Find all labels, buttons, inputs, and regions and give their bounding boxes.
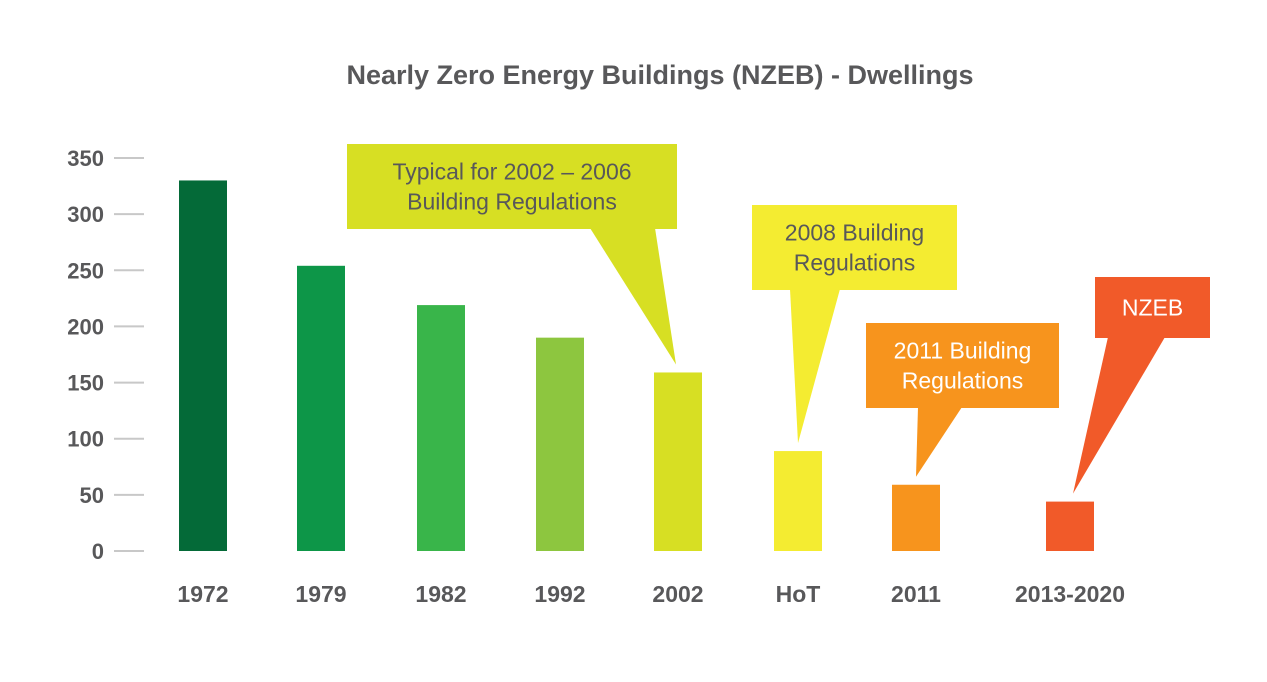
callout-2013-2020: NZEB	[1073, 277, 1210, 494]
chart-title: Nearly Zero Energy Buildings (NZEB) - Dw…	[346, 60, 973, 90]
bar-1979	[297, 265, 345, 551]
callouts: Typical for 2002 – 2006 Building Regulati…	[347, 144, 1210, 494]
callout-text: Regulations	[794, 250, 915, 276]
callout-text: 2011 Building	[894, 338, 1032, 364]
bar-2011	[892, 484, 940, 551]
y-tick-label: 0	[92, 539, 104, 564]
y-tick-label: 250	[67, 258, 104, 283]
x-axis: 1972 1979 1982 1992 2002 HoT 2011 2013-2020	[177, 581, 1125, 607]
bar-1972	[179, 180, 227, 551]
x-tick-label: 1992	[534, 581, 585, 607]
x-tick-label: 1979	[295, 581, 346, 607]
callout-2011: 2011 Building Regulations	[866, 323, 1059, 477]
y-tick-label: 50	[80, 483, 104, 508]
callout-box	[866, 323, 1059, 408]
callout-text: Regulations	[902, 368, 1023, 394]
x-tick-label: 1982	[415, 581, 466, 607]
x-tick-label: HoT	[776, 581, 821, 607]
y-tick-label: 200	[67, 314, 104, 339]
bar-HoT	[774, 451, 822, 551]
x-tick-label: 1972	[177, 581, 228, 607]
y-tick-label: 150	[67, 371, 104, 396]
callout-text: NZEB	[1122, 295, 1183, 321]
y-tick-label: 300	[67, 202, 104, 227]
bar-2002	[654, 372, 702, 551]
bar-1982	[417, 305, 465, 551]
callout-pointer	[790, 289, 840, 444]
bar-2013-2020	[1046, 501, 1094, 551]
y-axis: 0 50 100 150 200 250 300 350	[67, 146, 144, 564]
callout-pointer	[916, 407, 962, 477]
x-tick-label: 2002	[652, 581, 703, 607]
callout-box	[347, 144, 677, 229]
callout-pointer	[1073, 337, 1165, 494]
callout-HoT: 2008 Building Regulations	[752, 205, 957, 444]
y-tick-label: 350	[67, 146, 104, 171]
callout-text: 2008 Building	[785, 220, 924, 246]
callout-box	[752, 205, 957, 290]
callout-2002: Typical for 2002 – 2006 Building Regulati…	[347, 144, 677, 365]
x-tick-label: 2013-2020	[1015, 581, 1125, 607]
callout-box	[1095, 277, 1210, 338]
bars	[179, 180, 1094, 551]
callout-pointer	[590, 228, 676, 365]
y-tick-label: 100	[67, 427, 104, 452]
x-tick-label: 2011	[891, 581, 941, 607]
callout-text: Building Regulations	[407, 189, 617, 215]
callout-text: Typical for 2002 – 2006	[392, 159, 631, 185]
bar-1992	[536, 337, 584, 551]
